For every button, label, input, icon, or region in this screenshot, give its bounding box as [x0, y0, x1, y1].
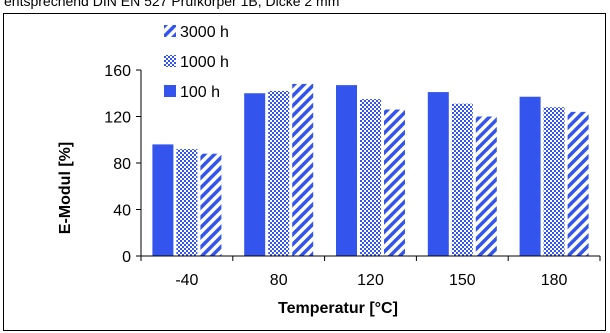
bar-solid-180 — [519, 96, 541, 256]
chart-frame — [3, 13, 606, 331]
x-tick-label-180: 180 — [541, 272, 568, 289]
bar-solid-80 — [244, 93, 266, 256]
legend: 3000 h 1000 h 100 h — [164, 24, 229, 101]
y-tick-label-40: 40 — [113, 203, 131, 220]
bar-striped-80 — [292, 83, 314, 256]
legend-swatch-striped — [164, 25, 176, 37]
x-tick-label-80: 80 — [270, 272, 288, 289]
bar-dotted-180 — [543, 107, 565, 256]
x-tick-label-120: 120 — [357, 272, 384, 289]
x-tick-label-150: 150 — [449, 272, 476, 289]
y-axis-title: E-Modul [%] — [57, 142, 74, 234]
bar-dotted-150 — [451, 103, 473, 257]
bar-striped--40 — [200, 153, 222, 256]
bar-dotted-120 — [360, 99, 381, 256]
figure-caption: entsprechend DIN EN 527 Prüfkörper 1B, D… — [4, 0, 340, 9]
y-tick-label-120: 120 — [104, 110, 131, 127]
y-tick-label-160: 160 — [104, 63, 131, 80]
legend-swatch-dotted — [164, 55, 176, 67]
x-tick-label--40: -40 — [175, 272, 198, 289]
bar-dotted-80 — [268, 90, 290, 256]
legend-label-solid: 100 h — [180, 84, 220, 101]
bars-group — [152, 83, 589, 257]
bar-striped-120 — [384, 109, 405, 257]
legend-label-dotted: 1000 h — [180, 54, 229, 71]
legend-label-striped: 3000 h — [180, 24, 229, 41]
y-tick-label-0: 0 — [122, 249, 131, 266]
axes-group: 0 40 80 120 160 -40 80 120 150 180 — [104, 63, 601, 289]
bar-dotted--40 — [176, 149, 198, 256]
x-axis-title: Temperatur [°C] — [278, 300, 398, 317]
bar-solid--40 — [152, 144, 174, 256]
bar-striped-180 — [567, 111, 589, 256]
bar-solid-150 — [427, 92, 449, 257]
bar-striped-150 — [475, 116, 497, 256]
legend-swatch-solid — [164, 85, 176, 97]
y-tick-label-80: 80 — [113, 156, 131, 173]
bar-solid-120 — [336, 85, 357, 256]
